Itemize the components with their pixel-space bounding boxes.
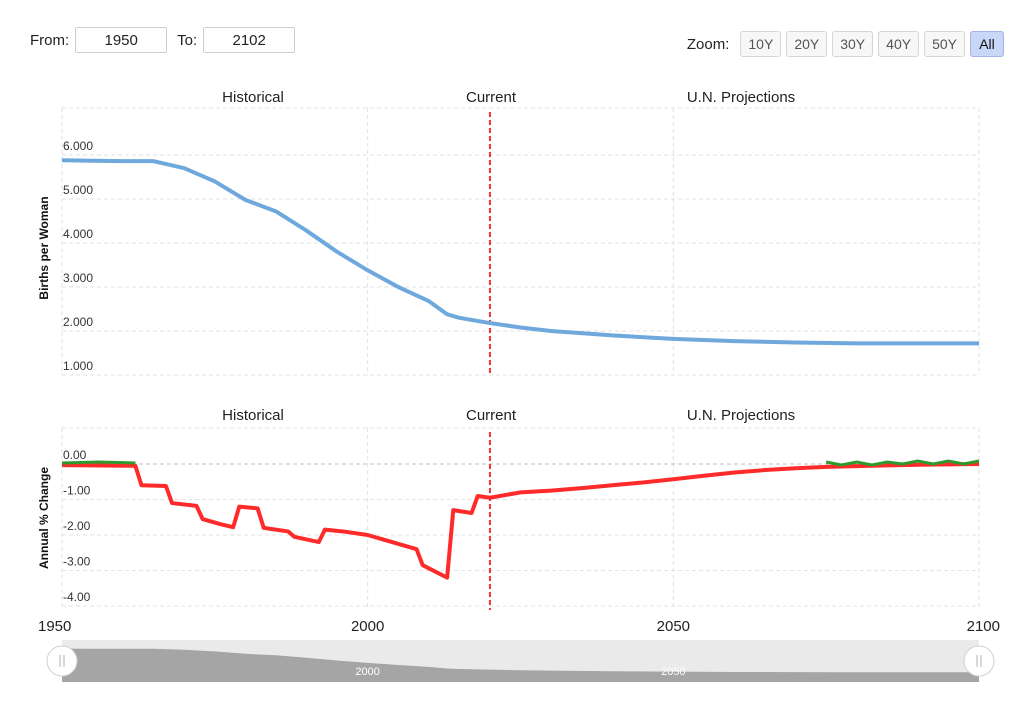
top-ytick-0: 1.000 <box>63 359 93 373</box>
bottom-ytick-2: -2.00 <box>63 519 91 533</box>
zoom-50y-button[interactable]: 50Y <box>924 31 965 57</box>
grid-lines <box>61 107 980 610</box>
right-handle-circle[interactable] <box>963 645 995 677</box>
bottom-ytick-0: -4.00 <box>63 590 91 604</box>
annual-change-positive-end <box>825 459 980 467</box>
to-label: To: <box>177 31 198 49</box>
top-section-current: Current <box>466 89 517 106</box>
top-section-historical: Historical <box>222 89 284 106</box>
navigator-mask <box>62 640 979 682</box>
navigator-tick-2050: 2050 <box>661 666 685 678</box>
top-ytick-5: 6.000 <box>63 139 93 153</box>
chart-labels: 1.000 2.000 3.000 4.000 5.000 6.000 -4.00 -3.00… <box>38 139 1000 635</box>
fertility-rate-line <box>61 158 979 346</box>
navigator[interactable]: 2000 2050 <box>46 640 995 682</box>
from-label: From: <box>30 31 70 49</box>
annual-change-line <box>61 462 980 580</box>
bottom-y-axis-label: Annual % Change <box>37 467 51 569</box>
top-ytick-1: 2.000 <box>63 315 93 329</box>
bottom-ytick-3: -1.00 <box>63 484 91 498</box>
bottom-ytick-4: 0.00 <box>63 448 87 462</box>
zoom-20y-button[interactable]: 20Y <box>786 31 828 57</box>
top-ytick-3: 4.000 <box>63 227 93 241</box>
x-tick-2100: 2100 <box>967 618 1000 635</box>
top-ytick-2: 3.000 <box>63 271 93 285</box>
navigator-tick-2000: 2000 <box>355 666 379 678</box>
zoom-controls: Zoom: 10Y 20Y 30Y 40Y 50Y All <box>687 31 1004 57</box>
from-input[interactable] <box>75 27 168 53</box>
bottom-section-projections: U.N. Projections <box>687 407 795 424</box>
bottom-section-current: Current <box>466 407 517 424</box>
navigator-left-handle[interactable] <box>46 645 78 677</box>
bottom-ytick-1: -3.00 <box>63 555 91 569</box>
zoom-10y-button[interactable]: 10Y <box>740 31 782 57</box>
zoom-30y-button[interactable]: 30Y <box>832 31 874 57</box>
navigator-area <box>62 648 979 682</box>
navigator-right-handle[interactable] <box>963 645 995 677</box>
bottom-section-historical: Historical <box>222 407 284 424</box>
x-tick-1950: 1950 <box>38 618 71 635</box>
top-section-projections: U.N. Projections <box>687 89 795 106</box>
annual-change-positive-start <box>61 460 136 465</box>
left-handle-circle[interactable] <box>46 645 78 677</box>
x-tick-2050: 2050 <box>657 618 690 635</box>
zoom-label: Zoom: <box>686 35 730 53</box>
date-range: From: To: <box>30 27 305 53</box>
to-input[interactable] <box>203 27 296 53</box>
top-ytick-4: 5.000 <box>63 183 93 197</box>
zoom-40y-button[interactable]: 40Y <box>878 31 920 57</box>
series <box>61 158 980 580</box>
zoom-all-button[interactable]: All <box>970 31 1004 57</box>
top-y-axis-label: Births per Woman <box>37 196 51 299</box>
x-tick-2000: 2000 <box>351 618 384 635</box>
